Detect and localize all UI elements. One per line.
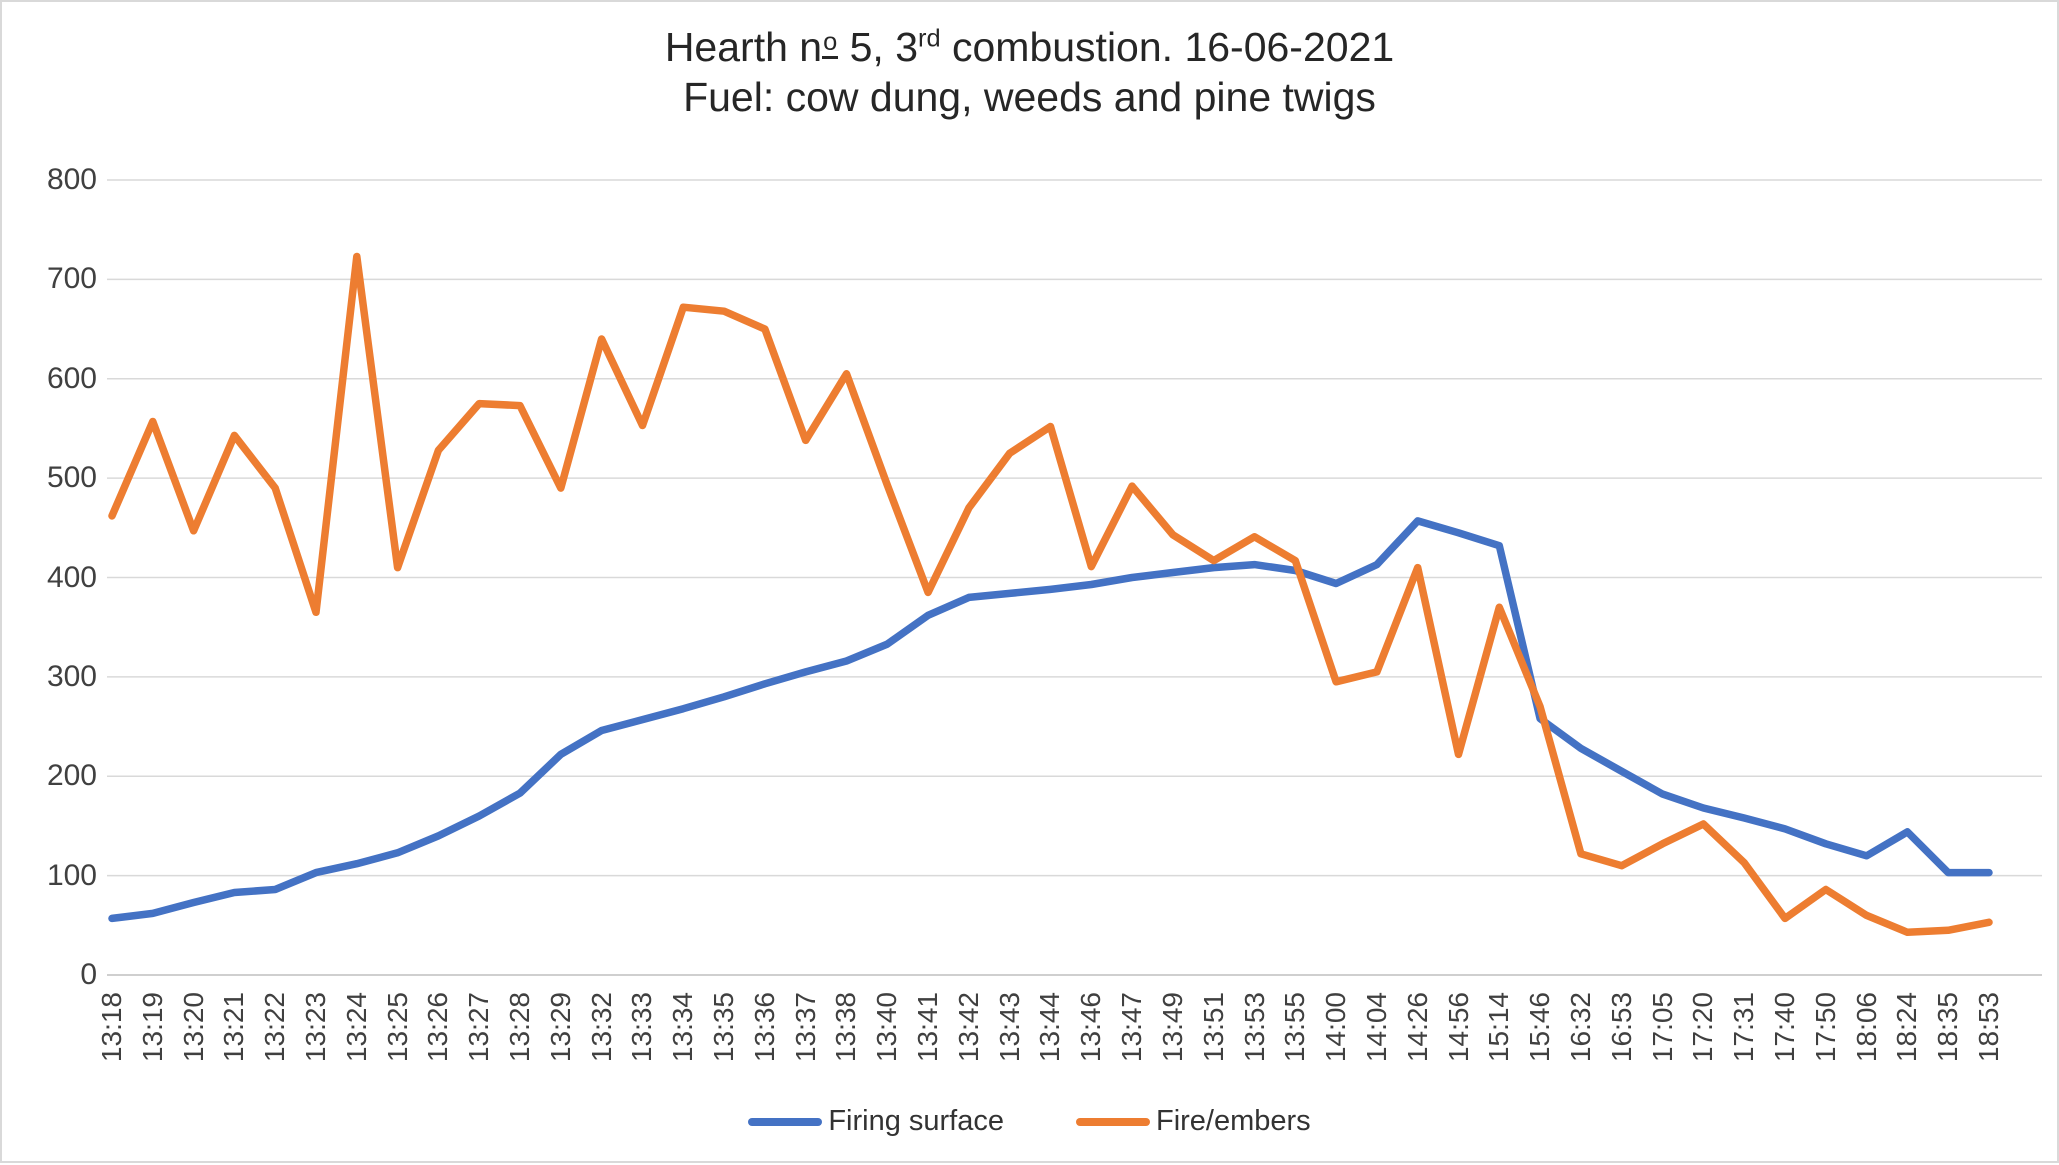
x-axis-tick-label: 18:35 bbox=[1932, 992, 1964, 1063]
x-axis-tick-label: 13:25 bbox=[381, 992, 413, 1063]
x-axis-tick-label: 13:27 bbox=[463, 992, 495, 1063]
legend-swatch-fire-embers-icon bbox=[1075, 1117, 1150, 1126]
y-axis-tick-label: 100 bbox=[46, 858, 97, 892]
x-axis-tick-label: 17:20 bbox=[1687, 992, 1719, 1063]
x-axis-tick-label: 13:53 bbox=[1238, 992, 1270, 1063]
y-axis-tick-label: 800 bbox=[46, 163, 97, 196]
x-axis-tick-label: 13:28 bbox=[504, 992, 536, 1063]
x-axis-tick-label: 18:06 bbox=[1850, 992, 1882, 1063]
x-axis-tick-label: 17:05 bbox=[1646, 992, 1678, 1063]
x-axis-tick-label: 13:41 bbox=[912, 992, 944, 1063]
x-axis-tick-label: 17:50 bbox=[1809, 992, 1841, 1063]
y-axis-tick-label: 0 bbox=[80, 958, 97, 991]
y-axis-tick-label: 400 bbox=[46, 560, 97, 594]
x-axis-tick-label: 15:46 bbox=[1524, 992, 1556, 1063]
x-axis-tick-label: 13:46 bbox=[1075, 992, 1107, 1063]
series-line-fire-embers bbox=[108, 252, 1993, 937]
gridlines bbox=[107, 179, 2042, 976]
series-line-firing-surface bbox=[108, 517, 1993, 923]
y-axis-tick-label: 200 bbox=[46, 759, 97, 793]
x-axis-tick-label: 14:56 bbox=[1442, 992, 1474, 1063]
x-axis-tick-label: 14:00 bbox=[1320, 992, 1352, 1063]
x-axis-tick-label: 13:32 bbox=[585, 992, 617, 1063]
x-axis-tick-label: 13:43 bbox=[993, 992, 1025, 1063]
x-axis-tick-label: 15:14 bbox=[1483, 992, 1515, 1063]
chart-title-block: Hearth no 5, 3rd combustion. 16-06-2021 … bbox=[2, 22, 2057, 122]
legend: Firing surface Fire/embers bbox=[2, 1105, 2057, 1138]
x-axis-tick-label: 13:34 bbox=[667, 992, 699, 1063]
legend-swatch-firing-surface-icon bbox=[748, 1117, 823, 1126]
x-axis-tick-label: 17:40 bbox=[1768, 992, 1800, 1063]
ordinal-indicator: o bbox=[822, 28, 839, 60]
x-axis-tick-label: 13:19 bbox=[136, 992, 168, 1063]
chart-subtitle: Fuel: cow dung, weeds and pine twigs bbox=[683, 74, 1376, 121]
x-axis-tick-label: 13:36 bbox=[748, 992, 780, 1063]
x-axis-tick-label: 18:24 bbox=[1891, 992, 1923, 1063]
x-axis-tick-label: 13:51 bbox=[1197, 992, 1229, 1063]
x-axis-tick-label: 13:42 bbox=[952, 992, 984, 1063]
x-axis-tick-label: 13:47 bbox=[1116, 992, 1148, 1063]
y-axis-tick-label: 600 bbox=[46, 361, 97, 395]
x-axis-tick-label: 13:23 bbox=[300, 992, 332, 1063]
x-axis-tick-label: 16:53 bbox=[1605, 992, 1637, 1063]
y-axis-tick-label: 700 bbox=[46, 262, 97, 296]
y-axis-tick-label: 300 bbox=[46, 659, 97, 693]
y-axis-tick-label: 500 bbox=[46, 461, 97, 495]
legend-label-firing-surface: Firing surface bbox=[828, 1105, 1004, 1137]
x-axis-tick-label: 14:26 bbox=[1401, 992, 1433, 1063]
x-axis-tick-label: 13:44 bbox=[1034, 992, 1066, 1063]
chart-title: Hearth no 5, 3rd combustion. 16-06-2021 bbox=[664, 24, 1395, 70]
x-axis-tick-label: 13:29 bbox=[544, 992, 576, 1063]
x-axis-tick-label: 13:18 bbox=[96, 992, 127, 1063]
x-axis-tick-label: 13:24 bbox=[340, 992, 372, 1063]
x-axis-tick-label: 17:31 bbox=[1728, 992, 1760, 1063]
legend-item-firing-surface: Firing surface bbox=[748, 1105, 1004, 1138]
superscript-rd: rd bbox=[918, 24, 941, 53]
x-axis-tick-label: 13:38 bbox=[830, 992, 862, 1063]
x-axis-tick-label: 13:21 bbox=[218, 992, 250, 1063]
x-axis-tick-label: 14:04 bbox=[1360, 992, 1392, 1063]
x-axis-tick-label: 13:33 bbox=[626, 992, 658, 1063]
x-axis-tick-label: 13:20 bbox=[177, 992, 209, 1063]
x-axis-tick-label: 13:22 bbox=[259, 992, 291, 1063]
x-axis-tick-label: 13:35 bbox=[708, 992, 740, 1063]
x-axis-tick-label: 13:26 bbox=[422, 992, 454, 1063]
legend-item-fire-embers: Fire/embers bbox=[1075, 1105, 1311, 1138]
x-axis-tick-label: 16:32 bbox=[1564, 992, 1596, 1063]
x-axis-tick-label: 13:55 bbox=[1279, 992, 1311, 1063]
x-axis-tick-label: 13:49 bbox=[1156, 992, 1188, 1063]
x-axis-tick-label: 18:53 bbox=[1972, 992, 2004, 1063]
x-axis-tick-label: 13:37 bbox=[789, 992, 821, 1063]
legend-label-fire-embers: Fire/embers bbox=[1155, 1105, 1311, 1137]
x-axis-tick-label: 13:40 bbox=[871, 992, 903, 1063]
